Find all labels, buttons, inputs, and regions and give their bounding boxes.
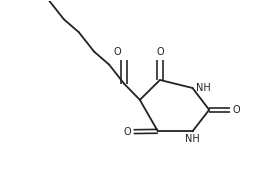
Text: NH: NH: [185, 134, 200, 144]
Text: O: O: [232, 105, 240, 115]
Text: O: O: [156, 48, 164, 57]
Text: O: O: [114, 48, 122, 57]
Text: O: O: [124, 127, 132, 137]
Text: NH: NH: [196, 83, 210, 93]
